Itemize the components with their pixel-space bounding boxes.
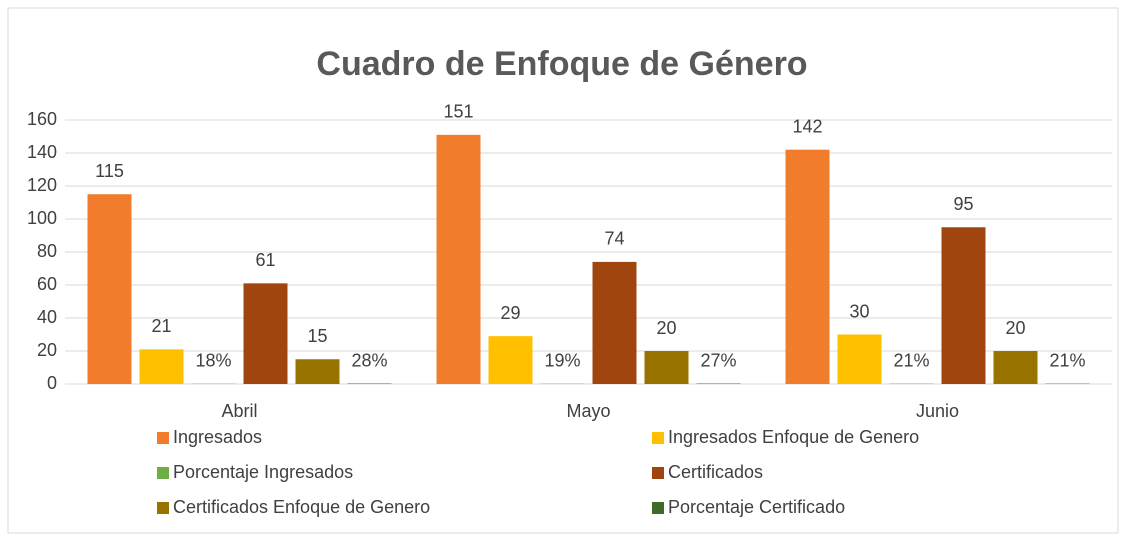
bar [592, 261, 637, 384]
legend-label: Certificados [668, 462, 763, 482]
bar [436, 134, 481, 384]
y-tick-label: 140 [27, 142, 57, 162]
legend-label: Ingresados Enfoque de Genero [668, 427, 919, 447]
value-label: 21% [1049, 350, 1085, 370]
value-label: 18% [195, 350, 231, 370]
y-tick-label: 40 [37, 307, 57, 327]
y-tick-label: 120 [27, 175, 57, 195]
legend-swatch [157, 502, 169, 514]
legend-label: Porcentaje Certificado [668, 497, 845, 517]
value-label: 21% [893, 350, 929, 370]
bar [837, 334, 882, 384]
value-label: 20 [656, 318, 676, 338]
bar [644, 351, 689, 384]
bar [87, 194, 132, 384]
x-tick-label: Mayo [566, 401, 610, 421]
value-label: 30 [849, 301, 869, 321]
legend-label: Certificados Enfoque de Genero [173, 497, 430, 517]
value-label: 74 [604, 229, 624, 249]
y-tick-label: 160 [27, 109, 57, 129]
value-label: 20 [1005, 318, 1025, 338]
value-label: 15 [307, 326, 327, 346]
legend-swatch [157, 467, 169, 479]
value-label: 115 [95, 161, 124, 181]
value-label: 142 [792, 116, 822, 136]
bar [941, 227, 986, 384]
chart-border [7, 7, 1119, 534]
bar [295, 359, 340, 384]
value-label: 21 [151, 316, 171, 336]
y-tick-label: 0 [47, 373, 57, 393]
value-label: 19% [544, 350, 580, 370]
bar [993, 351, 1038, 384]
bar [243, 283, 288, 384]
bar [488, 336, 533, 384]
y-tick-label: 60 [37, 274, 57, 294]
value-label: 27% [700, 350, 736, 370]
y-tick-label: 100 [27, 208, 57, 228]
value-label: 61 [255, 250, 275, 270]
chart-title: Cuadro de Enfoque de Género [316, 45, 807, 83]
legend-swatch [157, 432, 169, 444]
value-label: 95 [953, 194, 973, 214]
legend-swatch [652, 467, 664, 479]
value-label: 28% [351, 350, 387, 370]
legend-swatch [652, 432, 664, 444]
value-label: 151 [443, 102, 473, 122]
value-label: 29 [500, 303, 520, 323]
bar [785, 149, 830, 384]
x-tick-label: Junio [916, 401, 959, 421]
bar [139, 349, 184, 384]
legend-label: Ingresados [173, 427, 262, 447]
legend-label: Porcentaje Ingresados [173, 462, 353, 482]
y-tick-label: 80 [37, 241, 57, 261]
x-tick-label: Abril [221, 401, 257, 421]
legend-swatch [652, 502, 664, 514]
y-tick-label: 20 [37, 340, 57, 360]
